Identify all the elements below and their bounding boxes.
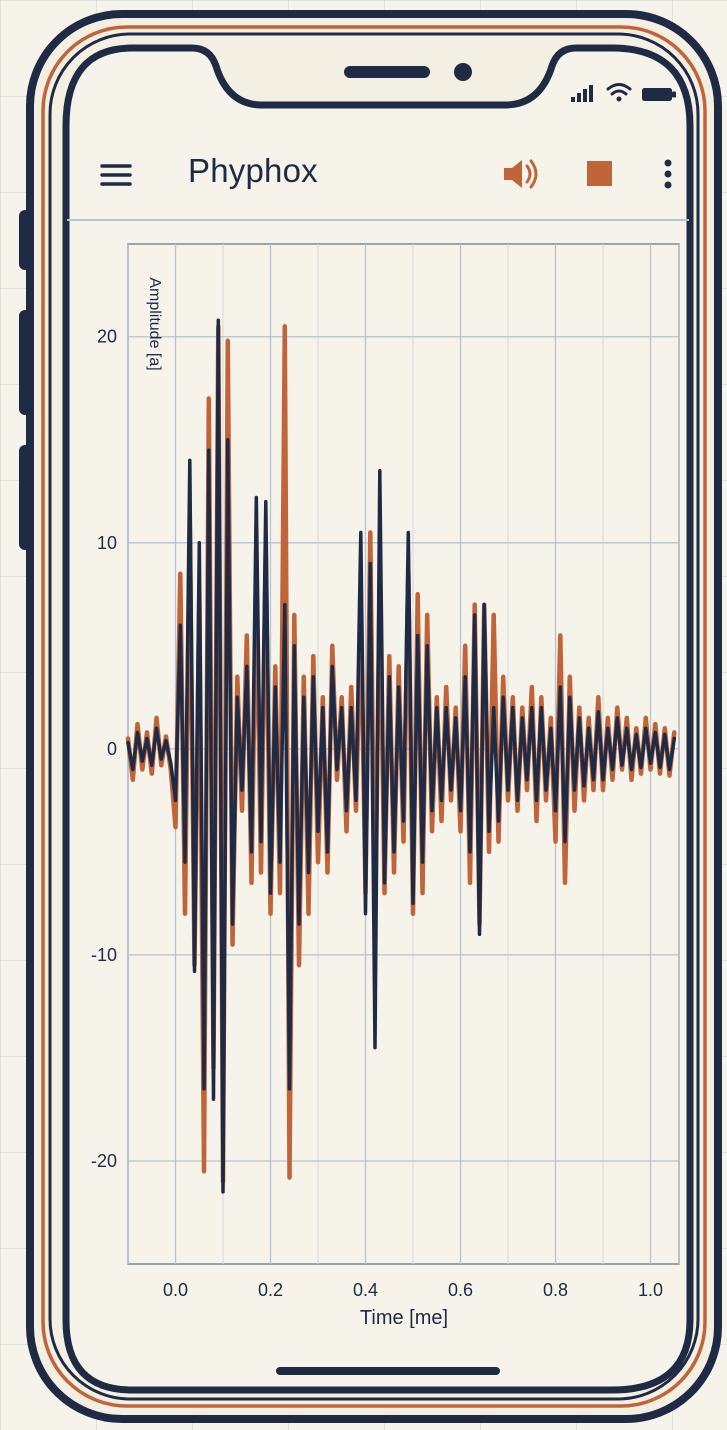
phone-inner-accent-line [41, 25, 707, 1408]
x-tick-label: 0.4 [353, 1280, 378, 1300]
x-tick-label: 0.6 [448, 1280, 473, 1300]
more-vertical-icon[interactable] [664, 159, 672, 189]
phone-inner-line [48, 32, 700, 1401]
app-title: Phyphox [188, 152, 318, 189]
sound-button[interactable] [498, 154, 546, 194]
y-tick-label: -20 [91, 1151, 117, 1171]
x-tick-label: 0.8 [543, 1280, 568, 1300]
more-options-button[interactable] [652, 152, 684, 196]
battery-icon [642, 88, 676, 101]
hamburger-menu-icon[interactable] [100, 164, 132, 186]
x-tick-label: 1.0 [638, 1280, 663, 1300]
y-axis-label: Amplitude [a] [146, 277, 163, 370]
x-tick-label: 0.0 [163, 1280, 188, 1300]
y-tick-label: 10 [97, 533, 117, 553]
x-tick-label: 0.2 [258, 1280, 283, 1300]
y-tick-label: -10 [91, 945, 117, 965]
front-camera [454, 63, 472, 81]
stop-square-icon[interactable] [587, 161, 612, 186]
x-axis-label: Time [me] [360, 1307, 448, 1329]
menu-button[interactable] [92, 156, 136, 192]
y-tick-label: 0 [107, 739, 117, 759]
stop-button[interactable] [580, 154, 620, 194]
y-tick-label: 20 [97, 327, 117, 347]
home-indicator[interactable] [276, 1367, 500, 1375]
series-lines [125, 318, 677, 1194]
speaker-icon[interactable] [504, 159, 538, 189]
waveform-chart: 0.0 0.2 0.4 0.6 0.8 1.0 20 10 0 -10 -20 Amplitude … [91, 243, 680, 1329]
signal-icon [571, 85, 593, 102]
tick-labels: 0.0 0.2 0.4 0.6 0.8 1.0 20 10 0 -10 -20 [91, 327, 663, 1300]
series-line-2 [126, 318, 677, 1194]
speaker-slot [344, 66, 430, 78]
wifi-icon [606, 83, 632, 102]
